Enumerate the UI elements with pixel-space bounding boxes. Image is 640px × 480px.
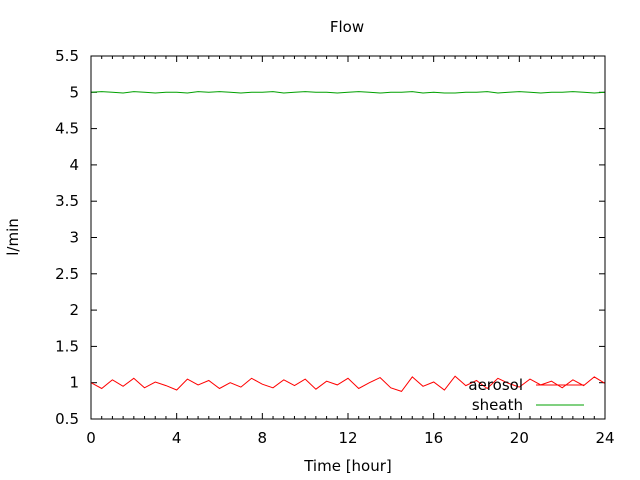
plot-frame: [90, 55, 606, 420]
x-tick-label: 16: [424, 429, 443, 447]
y-tick-label: 3.5: [55, 192, 79, 210]
legend-label-aerosol: aerosol: [468, 376, 523, 394]
y-tick-label: 4: [69, 156, 79, 174]
series-line-sheath: [90, 91, 606, 94]
y-tick-label: 0.5: [55, 410, 79, 428]
legend-label-sheath: sheath: [472, 396, 523, 414]
x-axis-label: Time [hour]: [303, 457, 392, 475]
y-tick-label: 4.5: [55, 120, 79, 138]
x-tick-label: 4: [172, 429, 182, 447]
x-tick-label: 12: [338, 429, 357, 447]
series-group: [90, 91, 606, 392]
y-tick-label: 5: [69, 83, 79, 101]
legend: aerosol sheath: [468, 376, 584, 414]
y-tick-label: 5.5: [55, 47, 79, 65]
x-tick-label: 20: [510, 429, 529, 447]
x-tick-label: 24: [595, 429, 614, 447]
y-tick-label: 2.5: [55, 265, 79, 283]
y-tick-label: 1.5: [55, 337, 79, 355]
y-tick-label: 3: [69, 229, 79, 247]
y-tick-label: 1: [69, 374, 79, 392]
x-tick-label: 8: [258, 429, 268, 447]
y-axis-label: l/min: [4, 218, 22, 256]
axis-ticks: 0 4 8 12 16 20 24 0.5 1 1.5 2 2.5 3 3.5 4 4.5 5 5.5: [55, 47, 614, 447]
chart-title: Flow: [330, 18, 364, 36]
x-tick-label: 0: [86, 429, 96, 447]
series-line-aerosol: [90, 375, 606, 392]
y-tick-label: 2: [69, 301, 79, 319]
